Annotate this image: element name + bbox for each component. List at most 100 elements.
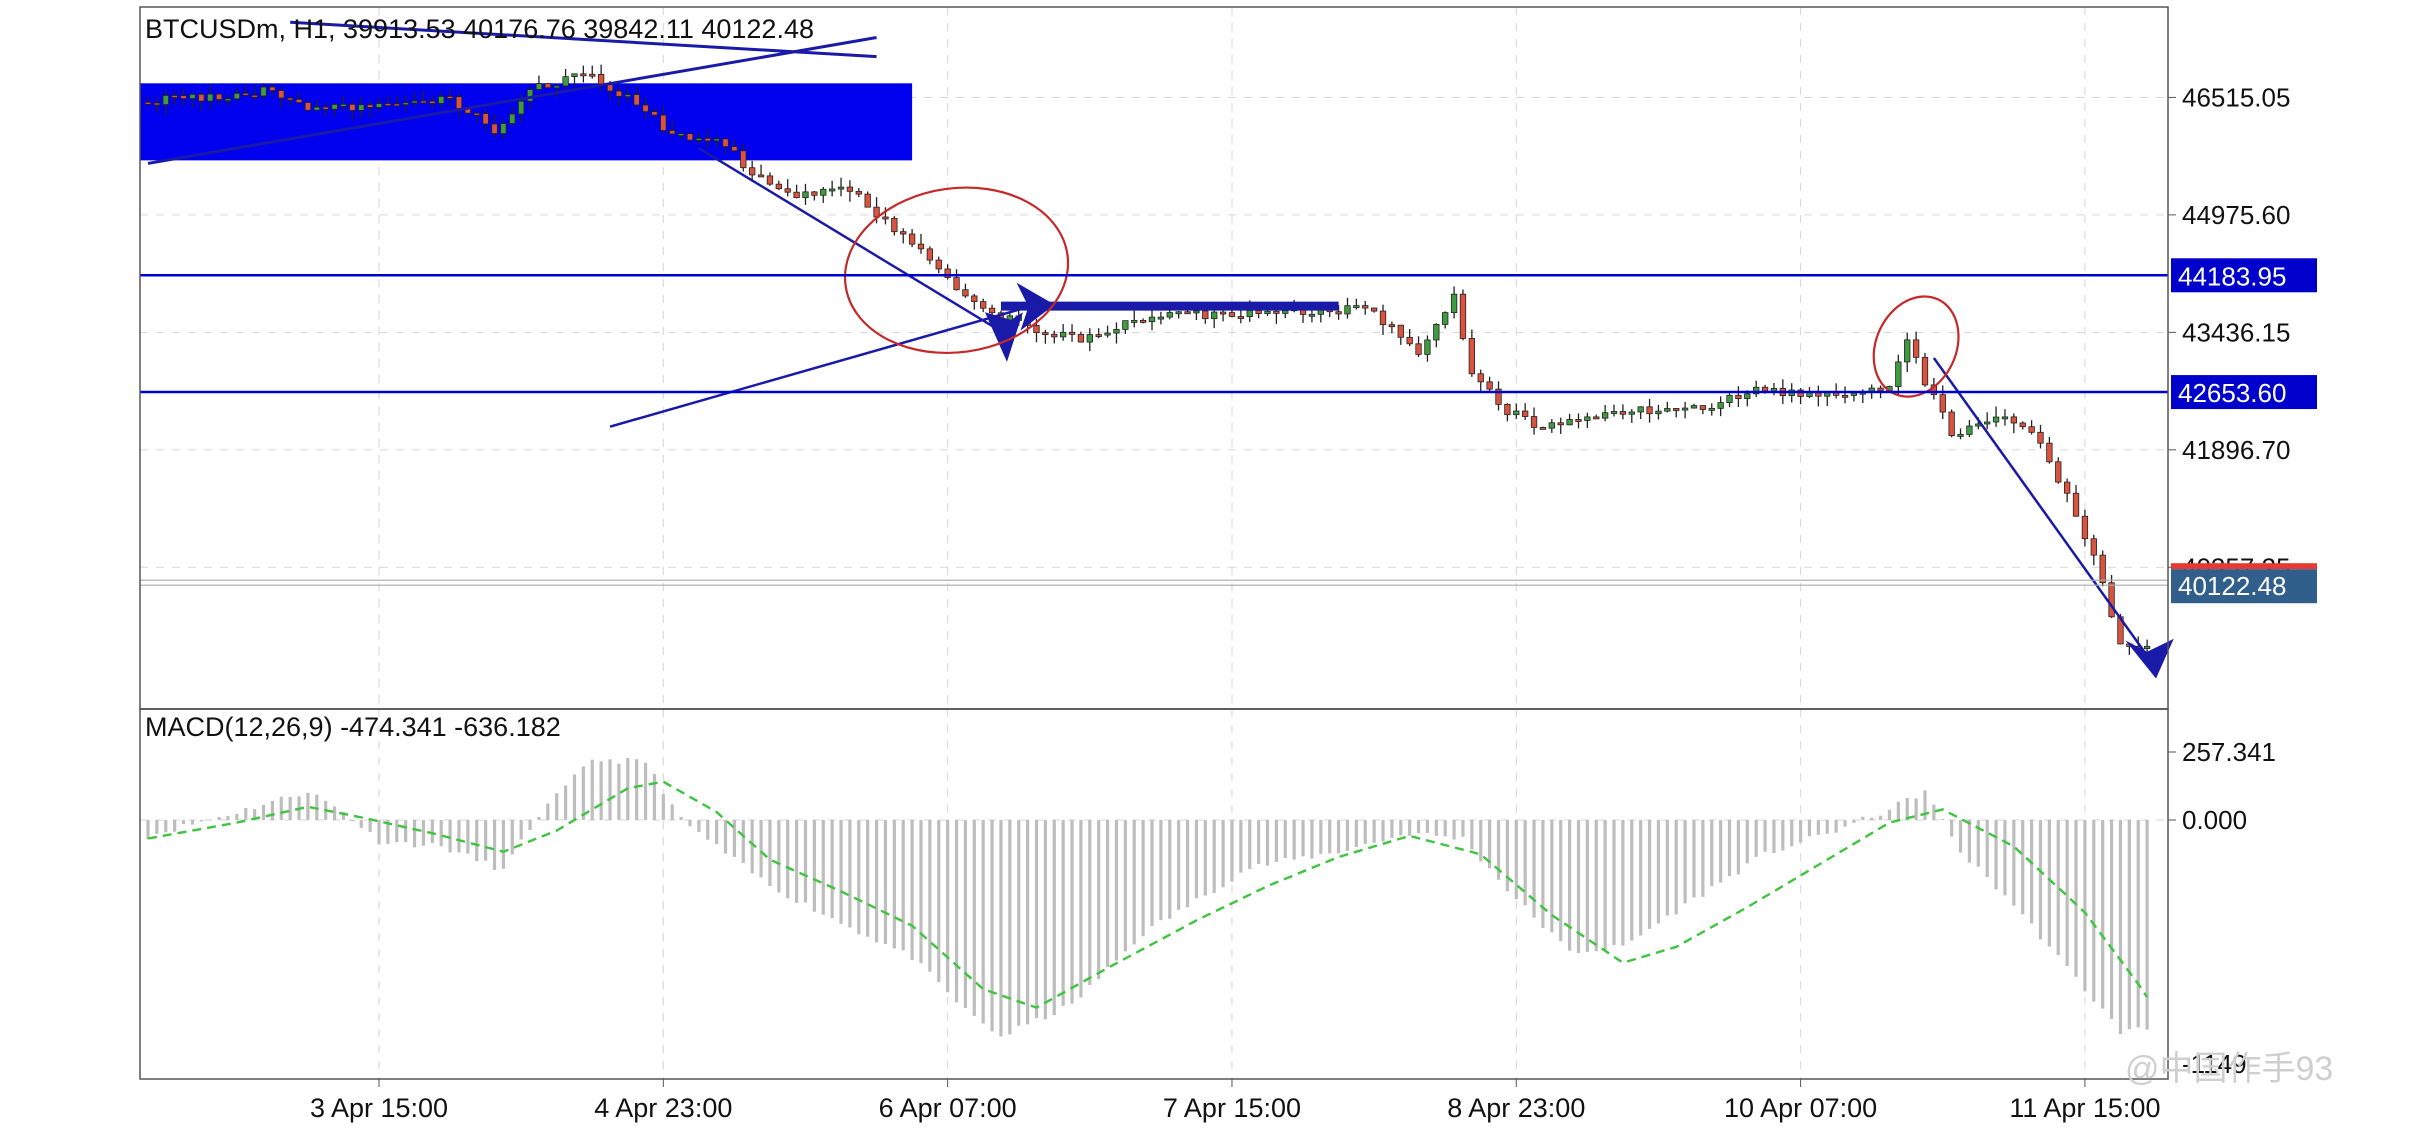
candle	[811, 191, 818, 201]
candle	[766, 172, 774, 186]
candle	[358, 96, 365, 118]
candle-body	[233, 92, 241, 100]
candle-body	[1957, 434, 1964, 437]
candle-body	[1904, 339, 1911, 363]
candle-body	[1984, 421, 1991, 425]
candle	[1397, 324, 1404, 345]
candle-body	[1388, 324, 1396, 328]
candle-body	[526, 89, 534, 102]
candle	[553, 84, 560, 98]
candle	[446, 88, 454, 106]
candle-body	[1415, 343, 1422, 355]
macd-signal-line	[147, 780, 2149, 1009]
candle	[1211, 307, 1218, 329]
candle	[1539, 426, 1547, 430]
candle	[1841, 386, 1849, 404]
candle-body	[793, 191, 800, 199]
candle	[224, 93, 232, 106]
highlight-zone	[140, 83, 913, 161]
candle-body	[1442, 312, 1449, 325]
candle-body	[509, 113, 516, 124]
candle-body	[651, 111, 658, 116]
candle	[1495, 381, 1502, 411]
candle	[1895, 354, 1902, 396]
time-tick-label: 4 Apr 23:00	[594, 1093, 732, 1123]
candle-body	[2028, 426, 2035, 433]
candle-body	[1424, 339, 1431, 355]
candle	[2010, 413, 2017, 434]
candle-body	[358, 104, 365, 111]
candle-body	[1504, 403, 1511, 416]
candle	[1921, 352, 1929, 387]
candle	[1344, 297, 1351, 319]
candle-body	[1246, 310, 1253, 317]
candle-body	[766, 175, 774, 185]
candle-body	[544, 83, 551, 89]
candle-body	[882, 216, 889, 220]
candle-body	[1921, 356, 1929, 386]
candle-body	[971, 295, 978, 303]
candle-body	[1655, 410, 1662, 415]
candle	[1450, 286, 1458, 319]
candle-body	[349, 103, 356, 111]
candle	[366, 100, 374, 118]
candle	[1370, 307, 1378, 313]
candle-body	[215, 93, 223, 100]
candle-body	[615, 90, 623, 97]
candle	[2055, 457, 2062, 484]
candle-body	[1273, 310, 1280, 314]
candle-body	[518, 100, 525, 115]
candle-body	[1966, 425, 1973, 435]
candle	[420, 90, 427, 104]
candle	[429, 96, 436, 109]
candle	[1308, 309, 1316, 323]
candle-body	[784, 188, 791, 193]
candle	[1379, 304, 1387, 336]
candle-body	[855, 190, 862, 195]
candle	[775, 180, 782, 191]
candle	[900, 228, 907, 244]
candle-body	[1033, 325, 1040, 334]
candle-body	[2046, 442, 2053, 463]
candle	[1708, 403, 1715, 416]
candle-body	[411, 100, 418, 104]
candle-body	[375, 103, 383, 108]
candle	[189, 92, 196, 108]
candle-body	[695, 138, 703, 141]
candle-body	[1708, 407, 1715, 411]
candle-body	[1433, 323, 1440, 341]
candle	[677, 132, 685, 140]
candle	[2108, 574, 2115, 619]
candle-body	[482, 113, 489, 125]
candle-body	[1344, 305, 1351, 315]
candle	[1646, 398, 1653, 423]
candle	[1486, 376, 1493, 392]
trend-line	[290, 20, 877, 59]
candle-body	[1131, 320, 1138, 323]
candle-body	[1379, 310, 1387, 326]
time-tick-label: 11 Apr 15:00	[2009, 1093, 2160, 1123]
time-tick-label: 8 Apr 23:00	[1447, 1093, 1585, 1123]
candle-body	[811, 191, 818, 196]
candle	[438, 91, 445, 109]
candle-body	[1539, 426, 1547, 430]
candle-body	[1513, 410, 1520, 416]
candle	[304, 101, 312, 112]
candle-body	[731, 146, 738, 152]
candle	[1122, 320, 1129, 334]
candle	[411, 92, 418, 107]
candle	[1095, 328, 1102, 339]
candle-body	[1601, 412, 1609, 419]
candle	[313, 99, 320, 111]
current-price-tag	[2171, 569, 2317, 604]
candle	[642, 97, 649, 120]
candle-body	[393, 103, 400, 107]
candle	[2090, 534, 2097, 566]
candle-body	[917, 243, 925, 250]
horizontal-level-label: 44183.95	[2178, 261, 2286, 291]
trend-line	[1932, 357, 2149, 657]
candle	[1566, 413, 1573, 426]
candle-body	[571, 73, 578, 78]
candle	[295, 92, 303, 104]
